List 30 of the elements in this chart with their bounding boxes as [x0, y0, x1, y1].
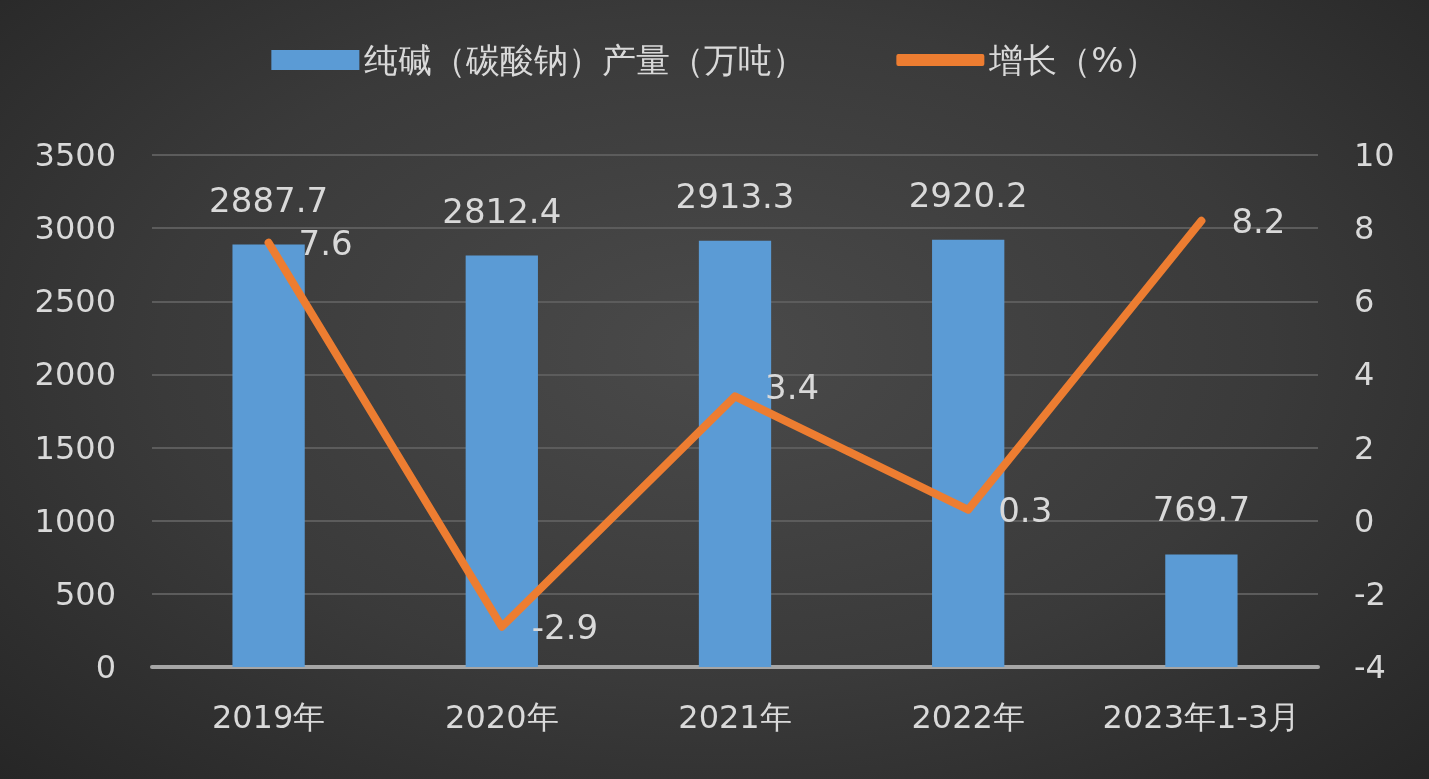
y2-tick-label: -4: [1354, 648, 1386, 686]
data-label: 2913.3: [675, 175, 795, 216]
data-label: 7.6: [298, 222, 353, 263]
x-tick-label: 2022年: [911, 698, 1025, 736]
y-tick-label: 3500: [34, 136, 116, 174]
data-label: 769.7: [1152, 489, 1251, 530]
legend-label: 增长（%）: [988, 40, 1158, 80]
y2-tick-label: -2: [1354, 574, 1386, 613]
legend-label: 纯碱（碳酸钠）产量（万吨）: [364, 40, 807, 80]
y2-tick-label: 4: [1354, 355, 1375, 394]
data-label: 2812.4: [442, 190, 562, 231]
data-label: 2920.2: [908, 174, 1028, 215]
x-tick-label: 2019年: [211, 698, 326, 736]
y2-tick-label: 10: [1354, 136, 1395, 174]
y2-tick-label: 0: [1354, 501, 1375, 540]
y-tick-label: 1000: [34, 501, 116, 540]
y2-tick-label: 2: [1354, 428, 1375, 467]
y-tick-label: 2000: [34, 355, 116, 394]
y-tick-label: 500: [54, 574, 116, 613]
y2-tick-label: 8: [1354, 209, 1375, 248]
x-tick-label: 2021年: [678, 698, 792, 736]
x-tick-label: 2023年1-3月: [1102, 698, 1301, 736]
x-tick-label: 2020年: [445, 698, 559, 736]
data-label: 8.2: [1231, 200, 1286, 241]
y-tick-label: 3000: [34, 209, 116, 248]
y-tick-label: 1500: [34, 428, 116, 467]
y2-tick-label: 6: [1354, 282, 1375, 321]
data-label: 2887.7: [209, 179, 329, 220]
y-tick-label: 0: [95, 648, 116, 686]
y-tick-label: 2500: [34, 282, 116, 321]
